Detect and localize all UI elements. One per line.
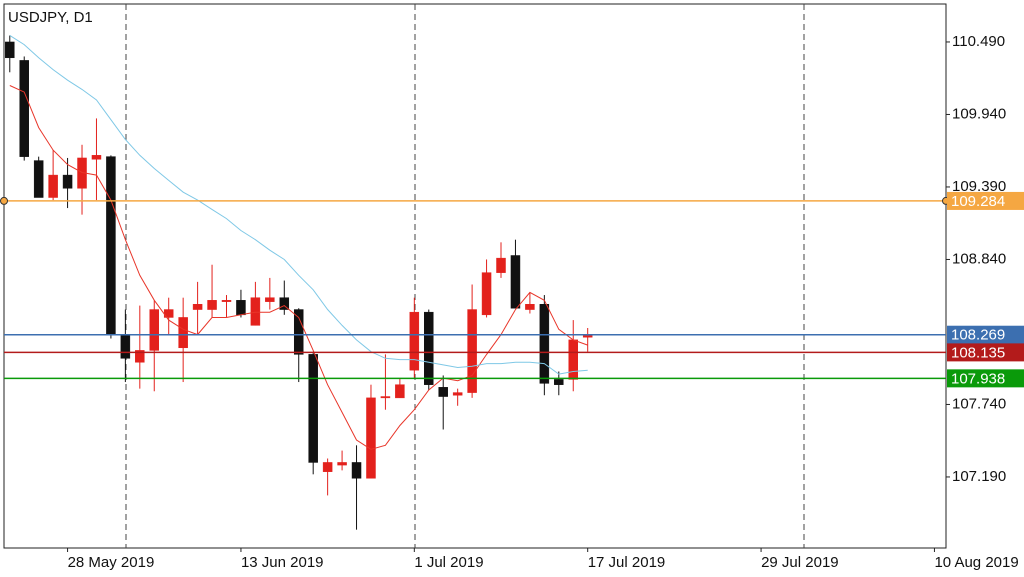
x-tick-label: 10 Aug 2019 [934,554,1018,571]
level-label: 107.938 [951,370,1005,387]
y-tick-label: 109.390 [952,178,1006,195]
candle-body [351,462,362,479]
chart-title: USDJPY, D1 [8,9,93,26]
y-tick-label: 107.190 [952,468,1006,485]
level-label-box [947,343,1024,362]
candle-body [48,174,58,198]
candle-body [525,304,535,310]
candle-body [279,297,290,310]
level-label-box [947,369,1024,388]
candle-body [395,384,405,399]
candle-body [510,255,521,309]
level-label: 108.135 [951,344,1005,361]
y-tick-label: 109.940 [952,105,1006,122]
candle-body [409,311,420,371]
y-tick-label: 108.840 [952,250,1006,267]
candle-body [452,392,463,396]
candle-body [236,300,246,316]
x-tick-label: 28 May 2019 [68,554,155,571]
moving-average [9,34,588,375]
candle-body [308,354,318,463]
candle-body [496,257,506,273]
candle-body [539,304,550,384]
candle-body [62,174,73,189]
candle-body [438,387,448,397]
candle-body [106,156,116,335]
candle-body [554,379,564,385]
y-tick-label: 110.490 [952,33,1005,50]
candle-body [250,297,261,326]
candle-body [322,462,333,472]
candle-body [5,41,15,59]
level-label-box [947,191,1024,210]
candle-body [337,462,347,466]
candle-body [221,300,232,302]
plot-frame [3,3,947,549]
candle-body [91,155,102,160]
candle-body [135,350,145,363]
candle-body [19,60,29,157]
candle-body [33,160,44,198]
candle-body [120,334,131,359]
moving-average [9,85,588,450]
candle-body [424,311,434,385]
candle-body [265,297,275,302]
x-tick-label: 1 Jul 2019 [414,554,483,571]
level-label-box [947,325,1024,344]
level-label: 108.269 [951,327,1005,344]
level-label: 109.284 [951,193,1005,210]
candle-body [366,397,376,479]
candle-body [380,396,391,399]
candle-body [467,309,477,393]
candle-body [293,309,304,355]
x-tick-label: 29 Jul 2019 [761,554,839,571]
y-tick-label: 107.740 [952,395,1006,412]
candle-body [568,339,578,380]
x-tick-label: 17 Jul 2019 [588,554,666,571]
candle-body [481,272,492,316]
candle-body [149,309,160,351]
level-anchor [0,196,8,205]
candle-body [192,304,203,310]
x-tick-label: 13 Jun 2019 [241,554,324,571]
candle-body [207,300,217,310]
candle-body [178,317,188,349]
